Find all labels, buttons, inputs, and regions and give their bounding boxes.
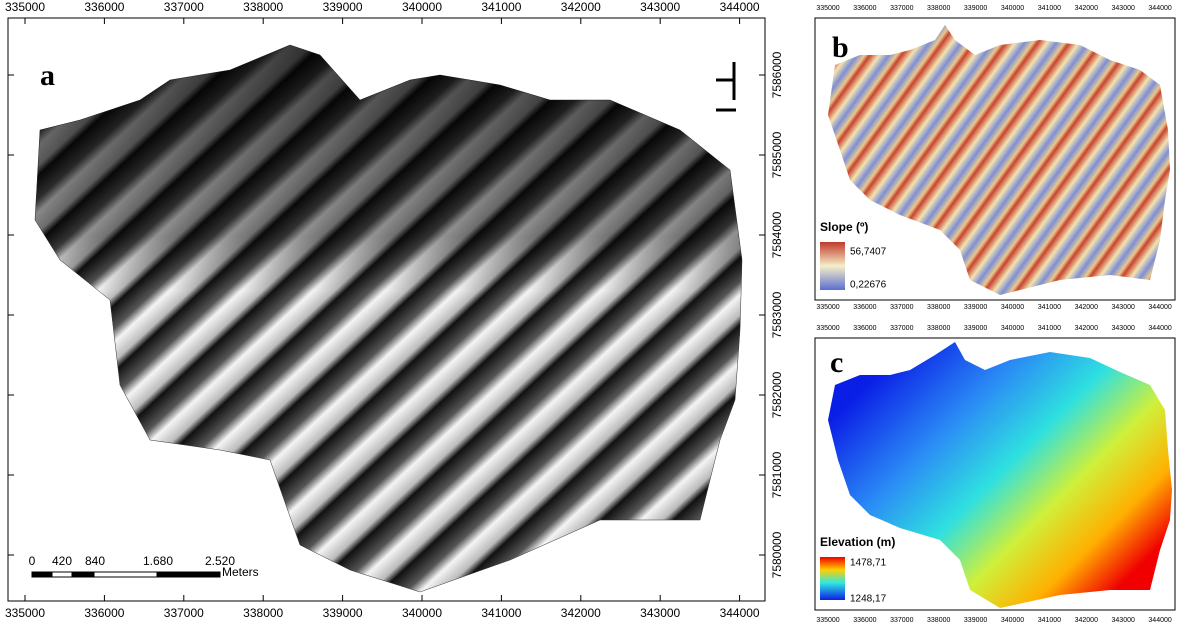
x-label: 341000 — [481, 0, 521, 14]
x-label: 343000 — [640, 606, 680, 620]
legend-min: 1248,17 — [850, 594, 887, 605]
scale-label: 1.680 — [143, 554, 173, 568]
x-label: 335000 — [816, 617, 839, 624]
x-label: 335000 — [5, 606, 45, 620]
x-label: 335000 — [816, 5, 839, 12]
x-label: 344000 — [1148, 304, 1171, 311]
x-label: 341000 — [481, 606, 521, 620]
x-label: 341000 — [1038, 5, 1061, 12]
legend-max: 56,7407 — [850, 247, 887, 258]
x-label: 338000 — [243, 0, 283, 14]
x-label: 335000 — [5, 0, 45, 14]
x-label: 336000 — [84, 0, 124, 14]
north-arrow — [716, 62, 736, 110]
x-label: 344000 — [1148, 5, 1171, 12]
x-label: 342000 — [561, 0, 601, 14]
x-label: 338000 — [927, 325, 950, 332]
x-label: 335000 — [816, 304, 839, 311]
scale-unit: Meters — [222, 565, 259, 579]
legend-min: 0,22676 — [850, 280, 887, 291]
x-label: 340000 — [1001, 617, 1024, 624]
x-label: 337000 — [164, 606, 204, 620]
x-label: 336000 — [84, 606, 124, 620]
scale-label: 0 — [29, 554, 36, 568]
x-label: 342000 — [1075, 617, 1098, 624]
y-label: 7586000 — [770, 51, 784, 98]
x-label: 342000 — [1075, 5, 1098, 12]
x-label: 344000 — [1148, 325, 1171, 332]
legend-title: Elevation (m) — [820, 535, 895, 549]
x-label: 336000 — [853, 5, 876, 12]
x-label: 341000 — [1038, 304, 1061, 311]
legend-max: 1478,71 — [850, 558, 887, 569]
x-label: 341000 — [1038, 617, 1061, 624]
x-label: 339000 — [964, 325, 987, 332]
x-label: 339000 — [964, 304, 987, 311]
panel-letter: c — [830, 346, 843, 379]
y-label: 7583000 — [770, 291, 784, 338]
y-label: 7585000 — [770, 131, 784, 178]
y-label: 7582000 — [770, 371, 784, 418]
x-label: 339000 — [323, 606, 363, 620]
scale-label: 420 — [52, 554, 72, 568]
x-label: 341000 — [1038, 325, 1061, 332]
legend-ramp — [820, 557, 845, 600]
x-label: 338000 — [927, 304, 950, 311]
x-label: 342000 — [1075, 304, 1098, 311]
scale-bar — [32, 572, 220, 577]
y-label: 7584000 — [770, 211, 784, 258]
x-label: 336000 — [853, 325, 876, 332]
y-label: 7581000 — [770, 451, 784, 498]
x-label: 343000 — [1112, 5, 1135, 12]
page: {"panels": [ {"label": "a", "x_labels": … — [0, 0, 1188, 626]
x-label: 335000 — [816, 325, 839, 332]
x-label: 343000 — [640, 0, 680, 14]
x-label: 338000 — [927, 617, 950, 624]
x-label: 340000 — [402, 606, 442, 620]
x-label: 337000 — [890, 325, 913, 332]
x-label: 340000 — [402, 0, 442, 14]
x-label: 339000 — [323, 0, 363, 14]
x-label: 337000 — [890, 617, 913, 624]
panel-letter: a — [40, 59, 55, 92]
x-label: 340000 — [1001, 5, 1024, 12]
y-label: 7580000 — [770, 531, 784, 578]
x-label: 337000 — [890, 304, 913, 311]
x-label: 344000 — [1148, 617, 1171, 624]
legend-ramp — [820, 242, 845, 290]
x-label: 343000 — [1112, 304, 1135, 311]
x-label: 337000 — [164, 0, 204, 14]
x-label: 343000 — [1112, 617, 1135, 624]
figure: a Slope (º) 56,7407 0,22676 b Elevation … — [0, 0, 1188, 626]
x-label: 339000 — [964, 617, 987, 624]
scale-label: 840 — [85, 554, 105, 568]
hillshade-north — [35, 45, 742, 592]
x-label: 344000 — [720, 0, 760, 14]
x-label: 343000 — [1112, 325, 1135, 332]
legend-title: Slope (º) — [820, 220, 868, 234]
x-label: 339000 — [964, 5, 987, 12]
x-label: 338000 — [243, 606, 283, 620]
x-label: 344000 — [720, 606, 760, 620]
x-label: 340000 — [1001, 325, 1024, 332]
x-label: 342000 — [1075, 325, 1098, 332]
x-label: 337000 — [890, 5, 913, 12]
x-label: 340000 — [1001, 304, 1024, 311]
x-label: 336000 — [853, 304, 876, 311]
panel-letter: b — [832, 31, 849, 64]
x-label: 336000 — [853, 617, 876, 624]
x-label: 338000 — [927, 5, 950, 12]
x-label: 342000 — [561, 606, 601, 620]
